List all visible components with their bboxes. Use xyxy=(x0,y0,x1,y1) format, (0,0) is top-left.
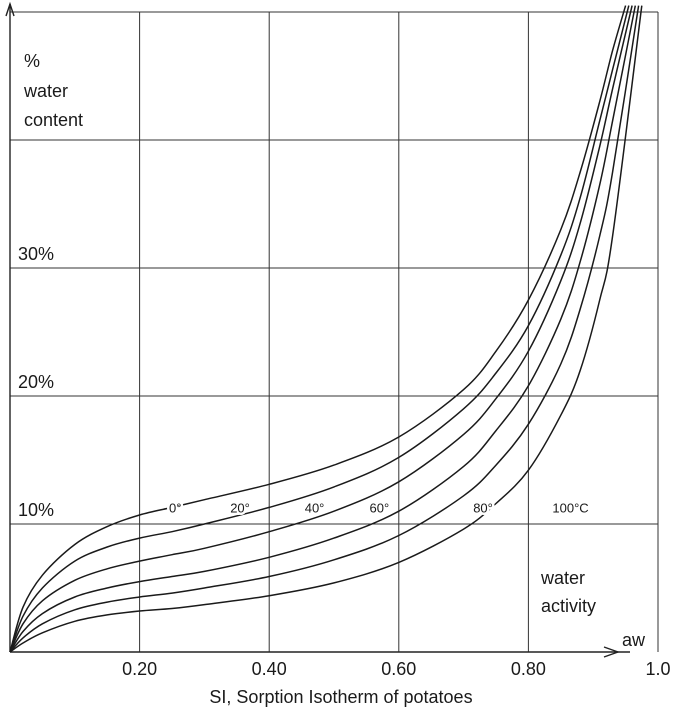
isotherm-curve-1 xyxy=(9,5,630,653)
isotherm-curve-0 xyxy=(9,5,627,653)
isotherm-curve-3 xyxy=(9,5,637,653)
y-label-line-3: content xyxy=(24,110,83,130)
isotherm-curves xyxy=(9,5,643,653)
x-tick-label: 1.0 xyxy=(645,659,670,679)
x-tick-label: 0.20 xyxy=(122,659,157,679)
y-label-line-1: % xyxy=(24,51,40,71)
x-tick-label: 0.40 xyxy=(252,659,287,679)
y-label-line-2: water xyxy=(23,81,68,101)
curve-label-3: 60° xyxy=(370,500,390,515)
y-tick-label: 10% xyxy=(18,500,54,520)
isotherm-curve-4 xyxy=(9,5,640,653)
y-axis-arrow-icon xyxy=(5,1,15,17)
curve-labels: 0° 20° 40° 60° 80° 100°C xyxy=(167,498,592,518)
isotherm-curve-5 xyxy=(9,5,643,653)
axes xyxy=(5,1,630,658)
grid xyxy=(10,11,659,652)
x-label-line-1: water xyxy=(540,568,585,588)
x-tick-label: 0.60 xyxy=(381,659,416,679)
x-label-line-2: activity xyxy=(541,596,596,616)
x-axis-arrow-icon xyxy=(603,646,621,658)
x-tick-label: 0.80 xyxy=(511,659,546,679)
tick-labels: 0.20 0.40 0.60 0.80 1.0 10% 20% 30% xyxy=(18,244,671,679)
curve-label-1: 20° xyxy=(230,500,250,515)
chart-title: SI, Sorption Isotherm of potatoes xyxy=(209,687,472,707)
curve-label-0: 0° xyxy=(169,500,181,515)
curve-label-5: 100°C xyxy=(552,500,588,515)
isotherm-curve-2 xyxy=(9,5,633,653)
x-axis-symbol: aw xyxy=(622,630,646,650)
curve-label-4: 80° xyxy=(473,500,493,515)
curve-label-2: 40° xyxy=(305,500,325,515)
y-tick-label: 20% xyxy=(18,372,54,392)
y-tick-label: 30% xyxy=(18,244,54,264)
